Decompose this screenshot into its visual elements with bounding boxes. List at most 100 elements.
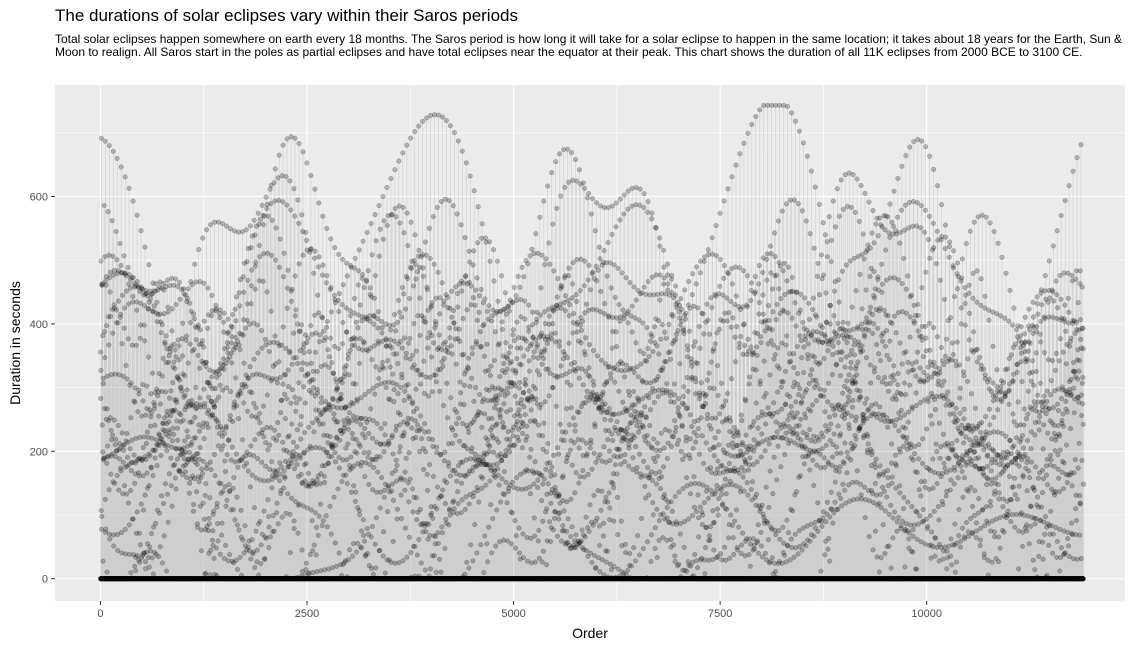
- data-point: [453, 432, 459, 438]
- data-point: [159, 373, 165, 379]
- data-point: [395, 319, 401, 325]
- data-point: [274, 510, 280, 516]
- data-point: [459, 148, 465, 154]
- data-point: [426, 521, 432, 527]
- data-point: [106, 342, 112, 348]
- data-point: [319, 523, 325, 529]
- data-point: [158, 493, 164, 499]
- data-point: [265, 447, 271, 453]
- data-point: [491, 278, 497, 284]
- data-point: [102, 355, 108, 361]
- data-point: [98, 576, 104, 582]
- data-point: [463, 160, 469, 166]
- data-point: [172, 475, 178, 481]
- data-point: [458, 390, 464, 396]
- data-point: [324, 319, 330, 325]
- data-point: [362, 392, 368, 398]
- data-point: [396, 297, 402, 303]
- data-point: [399, 345, 405, 351]
- data-point: [118, 530, 124, 536]
- data-point: [254, 322, 260, 328]
- data-point: [101, 576, 107, 582]
- data-point: [504, 500, 510, 506]
- data-point: [142, 559, 148, 565]
- data-point: [238, 507, 244, 513]
- data-point: [205, 425, 211, 431]
- data-point: [312, 510, 318, 516]
- data-point: [169, 503, 175, 509]
- data-point: [118, 263, 124, 269]
- data-point: [99, 576, 105, 582]
- data-point: [251, 217, 257, 223]
- data-point: [281, 485, 287, 491]
- data-point: [368, 221, 374, 227]
- data-point: [219, 532, 225, 538]
- data-point: [223, 423, 229, 429]
- data-point: [269, 217, 275, 223]
- data-point: [212, 404, 218, 410]
- data-point: [299, 322, 305, 328]
- data-point: [146, 262, 152, 268]
- data-point: [474, 275, 480, 281]
- data-point: [215, 419, 221, 425]
- data-point: [280, 142, 286, 148]
- data-point: [413, 435, 419, 441]
- data-point: [265, 497, 271, 503]
- data-point: [114, 473, 120, 479]
- data-point: [251, 453, 257, 459]
- data-point: [507, 449, 513, 455]
- data-point: [211, 508, 217, 514]
- data-point: [227, 552, 233, 558]
- data-point: [199, 338, 205, 344]
- data-point: [382, 570, 388, 576]
- data-point: [235, 416, 241, 422]
- data-point: [277, 460, 283, 466]
- data-point: [499, 273, 505, 279]
- data-point: [263, 336, 269, 342]
- data-point: [371, 321, 377, 327]
- data-point: [178, 384, 184, 390]
- data-point: [119, 292, 125, 298]
- data-point: [429, 389, 435, 395]
- data-point: [297, 396, 303, 402]
- data-point: [457, 379, 463, 385]
- data-point: [263, 194, 269, 200]
- data-point: [325, 461, 331, 467]
- data-point: [441, 403, 447, 409]
- data-point: [122, 526, 128, 532]
- data-point: [128, 488, 134, 494]
- data-point: [322, 480, 328, 486]
- data-point: [280, 439, 286, 445]
- data-point: [148, 391, 154, 397]
- data-point: [469, 375, 475, 381]
- data-point: [287, 550, 293, 556]
- data-point: [405, 243, 411, 249]
- data-point: [439, 280, 445, 286]
- data-point: [390, 481, 396, 487]
- data-point: [292, 135, 298, 141]
- data-point: [389, 345, 395, 351]
- data-point: [101, 576, 107, 582]
- data-point: [409, 486, 415, 492]
- data-point: [103, 576, 109, 582]
- data-point: [370, 487, 376, 493]
- data-point: [140, 473, 146, 479]
- data-point: [240, 274, 246, 280]
- data-point: [455, 304, 461, 310]
- data-point: [276, 359, 282, 365]
- data-point: [104, 576, 110, 582]
- data-point: [201, 516, 207, 522]
- data-point: [275, 521, 281, 527]
- data-point: [356, 247, 362, 253]
- data-point: [377, 226, 383, 232]
- data-point: [466, 248, 472, 254]
- data-point: [401, 477, 407, 483]
- data-point: [291, 526, 297, 532]
- data-point: [277, 375, 283, 381]
- data-point: [417, 332, 423, 338]
- data-point: [114, 155, 120, 161]
- data-point: [230, 312, 236, 318]
- data-point: [220, 319, 226, 325]
- data-point: [209, 292, 215, 298]
- data-point: [362, 435, 368, 441]
